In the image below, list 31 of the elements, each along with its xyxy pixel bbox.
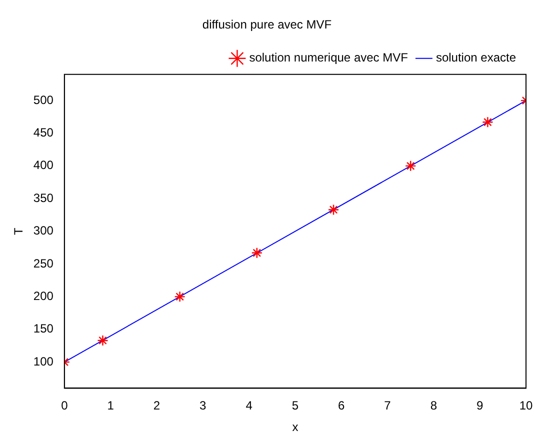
x-tick-label: 5 bbox=[292, 398, 299, 413]
point bbox=[251, 247, 262, 258]
x-tick-label: 3 bbox=[200, 398, 207, 413]
x-tick-label: 6 bbox=[338, 398, 346, 413]
point bbox=[482, 116, 494, 128]
y-tick-label: 400 bbox=[33, 158, 54, 172]
x-tick-label: 0 bbox=[61, 398, 68, 413]
x-tick-label: 8 bbox=[430, 398, 438, 413]
y-tick-label: 100 bbox=[33, 354, 54, 368]
legend-label: solution numerique avec MVF bbox=[249, 50, 408, 65]
point bbox=[97, 334, 108, 346]
point bbox=[328, 204, 340, 216]
y-tick-label: 350 bbox=[33, 190, 54, 205]
y-tick-label: 450 bbox=[33, 126, 54, 140]
x-tick-label: 7 bbox=[384, 398, 392, 413]
y-axis-title: T bbox=[12, 226, 26, 235]
y-tick-label: 250 bbox=[33, 256, 54, 270]
point bbox=[405, 160, 416, 172]
x-tick-label: 10 bbox=[519, 398, 533, 413]
chart-title: diffusion pure avec MVF bbox=[202, 18, 332, 32]
point bbox=[174, 291, 186, 302]
y-tick-label: 150 bbox=[33, 322, 54, 336]
x-axis-title: x bbox=[292, 420, 298, 434]
y-tick-label: 200 bbox=[33, 288, 54, 303]
x-tick-label: 9 bbox=[476, 398, 484, 413]
x-tick-label: 1 bbox=[107, 398, 114, 413]
x-tick-label: 4 bbox=[246, 398, 253, 413]
legend-label: solution exacte bbox=[436, 50, 516, 65]
x-tick-label: 2 bbox=[153, 398, 160, 413]
y-tick-label: 500 bbox=[33, 92, 54, 107]
y-tick-label: 300 bbox=[33, 224, 54, 238]
